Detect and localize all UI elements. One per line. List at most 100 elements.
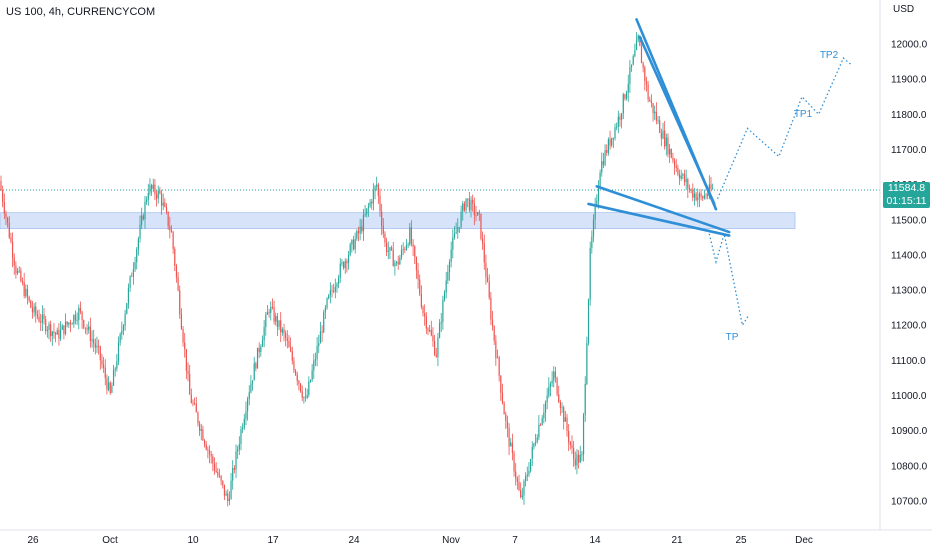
candle-body [276,316,278,327]
candle-body [316,345,318,360]
candle-body [2,190,4,203]
y-tick-label: 11900.0 [891,75,927,86]
candle-body [154,184,156,195]
candle-body [630,64,633,68]
candle-body [364,214,366,216]
candle-body [94,343,96,348]
candle-body [232,468,234,481]
candle-body [389,247,391,251]
candle-body [480,213,482,239]
candle-body [654,111,656,114]
candle-body [265,314,267,328]
candle-body [506,421,509,428]
candle-body [530,459,532,471]
candle-body [208,450,211,455]
candle-body [314,359,317,361]
candle-body [89,326,91,342]
candle-body [333,290,335,292]
candle-body [104,367,106,379]
candle-body [362,215,365,232]
candle-body [695,193,697,201]
candle-body [149,185,151,193]
candle-body [288,341,290,348]
candle-body [366,208,368,215]
candle-body [261,340,264,347]
candle-body [268,312,270,313]
candle-body [462,203,464,212]
candle-body [505,414,507,422]
candle-body [41,314,43,323]
candle-body [26,288,29,298]
candle-body [66,321,68,325]
candle-body [435,354,437,357]
candle-body [637,35,639,41]
candle-body [35,306,37,315]
candle-body [116,361,118,369]
candle-body [712,188,714,190]
candle-body [649,99,651,102]
candle-body [563,407,565,422]
candle-body [260,346,262,353]
y-tick-label: 11200.0 [891,321,927,332]
candle-body [190,394,192,404]
candle-body [344,260,346,269]
candle-body [177,276,179,291]
candle-body [405,245,408,250]
candle-body [162,202,164,206]
candle-body [475,215,477,217]
candle-body [607,139,609,153]
candle-body [200,429,202,431]
candle-body [677,167,679,175]
candle-body [313,360,315,371]
candle-body [533,443,535,448]
candle-body [485,262,487,278]
candle-body [30,300,32,308]
candle-body [553,371,555,381]
candle-body [185,349,187,371]
candle-body [627,83,629,93]
candle-body [33,306,35,313]
candle-body [708,184,710,195]
wedge-upper-2 [638,35,716,206]
candle-body [203,440,206,445]
candle-body [58,330,60,339]
candle-body [127,288,130,304]
candle-body [597,187,600,201]
candle-body [341,262,343,264]
candle-body [59,329,62,339]
candle-body [338,277,340,284]
candle-body [611,137,613,146]
candle-body [165,206,168,212]
candle-body [536,437,538,443]
candle-body [515,471,517,479]
candle-body [667,137,669,155]
candle-body [121,330,123,335]
candle-body [458,227,461,228]
candle-body [614,127,616,139]
candle-body [73,315,75,324]
candle-body [246,399,249,412]
candle-body [109,382,111,394]
candle-body [194,403,196,405]
candle-body [356,230,358,239]
candle-body [498,357,500,376]
candle-body [531,447,533,460]
current-price-badge: 11584.8 01:15:11 [883,182,930,208]
candle-body [410,227,413,244]
candle-body [11,241,14,258]
candle-body [96,345,98,348]
candle-body [407,244,409,246]
candle-body [452,237,454,250]
candle-body [86,327,88,330]
candle-body [321,331,323,333]
candle-body [227,493,229,501]
candle-body [371,201,373,204]
candle-body [285,333,287,339]
candle-body [103,364,105,368]
candle-body [665,137,667,147]
candle-body [263,327,265,341]
candle-body [112,370,115,386]
candle-body [634,50,636,57]
